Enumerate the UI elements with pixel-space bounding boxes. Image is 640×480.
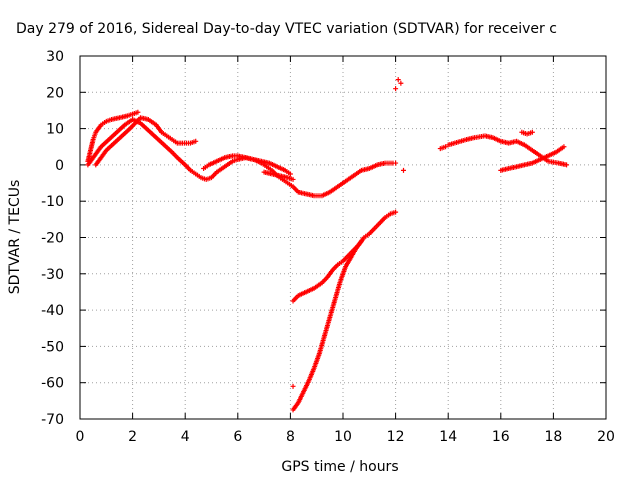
x-axis-label: GPS time / hours xyxy=(281,459,398,475)
mark-layer xyxy=(85,77,570,413)
series-track-i xyxy=(437,133,570,168)
y-tick-label: -40 xyxy=(41,303,64,319)
plot-frame xyxy=(79,55,607,420)
y-axis-label: SDTVAR / TECUs xyxy=(7,180,23,295)
x-tick-label: 10 xyxy=(334,429,352,445)
series-track-e xyxy=(261,169,296,182)
y-tick-labels: 30 20 10 0 -10 -20 -30 -40 -50 -60 -70 xyxy=(41,49,64,428)
series-track-k xyxy=(519,129,535,137)
y-tick-label: 30 xyxy=(46,49,64,65)
data-point xyxy=(564,162,570,168)
x-tick-label: 4 xyxy=(181,429,190,445)
data-point xyxy=(561,144,567,150)
x-tick-label: 16 xyxy=(492,429,510,445)
series-track-b xyxy=(85,117,293,182)
y-tick-label: -60 xyxy=(41,376,64,392)
data-point xyxy=(443,144,449,150)
y-tick-label: 0 xyxy=(55,158,64,174)
series-track-f xyxy=(290,209,399,304)
x-tick-label: 12 xyxy=(387,429,405,445)
data-point xyxy=(393,209,399,215)
data-point xyxy=(393,160,399,166)
data-point xyxy=(529,129,535,135)
y-tick-label: 10 xyxy=(46,122,64,138)
chart-title: Day 279 of 2016, Sidereal Day-to-day VTE… xyxy=(16,21,557,37)
series-track-j xyxy=(498,144,567,173)
series-track-a xyxy=(85,109,141,164)
x-tick-label: 20 xyxy=(597,429,615,445)
data-point xyxy=(395,77,401,83)
data-point xyxy=(393,86,399,92)
y-tick-label: -20 xyxy=(41,231,64,247)
x-tick-label: 2 xyxy=(128,429,137,445)
y-tick-label: -70 xyxy=(41,412,64,428)
data-point xyxy=(193,138,199,144)
series-track-h xyxy=(290,77,406,389)
data-point xyxy=(290,383,296,389)
x-tick-label: 18 xyxy=(544,429,562,445)
data-point xyxy=(358,238,364,244)
data-point xyxy=(290,176,296,182)
data-point xyxy=(135,109,141,115)
series-track-d xyxy=(201,153,399,199)
grid-layer xyxy=(80,56,606,419)
x-tick-label: 14 xyxy=(439,429,457,445)
data-point xyxy=(398,80,404,86)
y-tick-label: -50 xyxy=(41,339,64,355)
series-track-g xyxy=(290,238,364,413)
series-track-c xyxy=(93,115,199,168)
y-tick-label: -10 xyxy=(41,194,64,210)
y-tick-label: -30 xyxy=(41,267,64,283)
x-tick-label: 0 xyxy=(76,429,85,445)
y-tick-label: 20 xyxy=(46,85,64,101)
x-tick-labels: 0 2 4 6 8 10 12 14 16 18 20 xyxy=(76,429,615,445)
x-tick-label: 8 xyxy=(286,429,295,445)
data-point xyxy=(287,171,293,177)
data-point xyxy=(400,167,406,173)
x-tick-label: 6 xyxy=(233,429,242,445)
